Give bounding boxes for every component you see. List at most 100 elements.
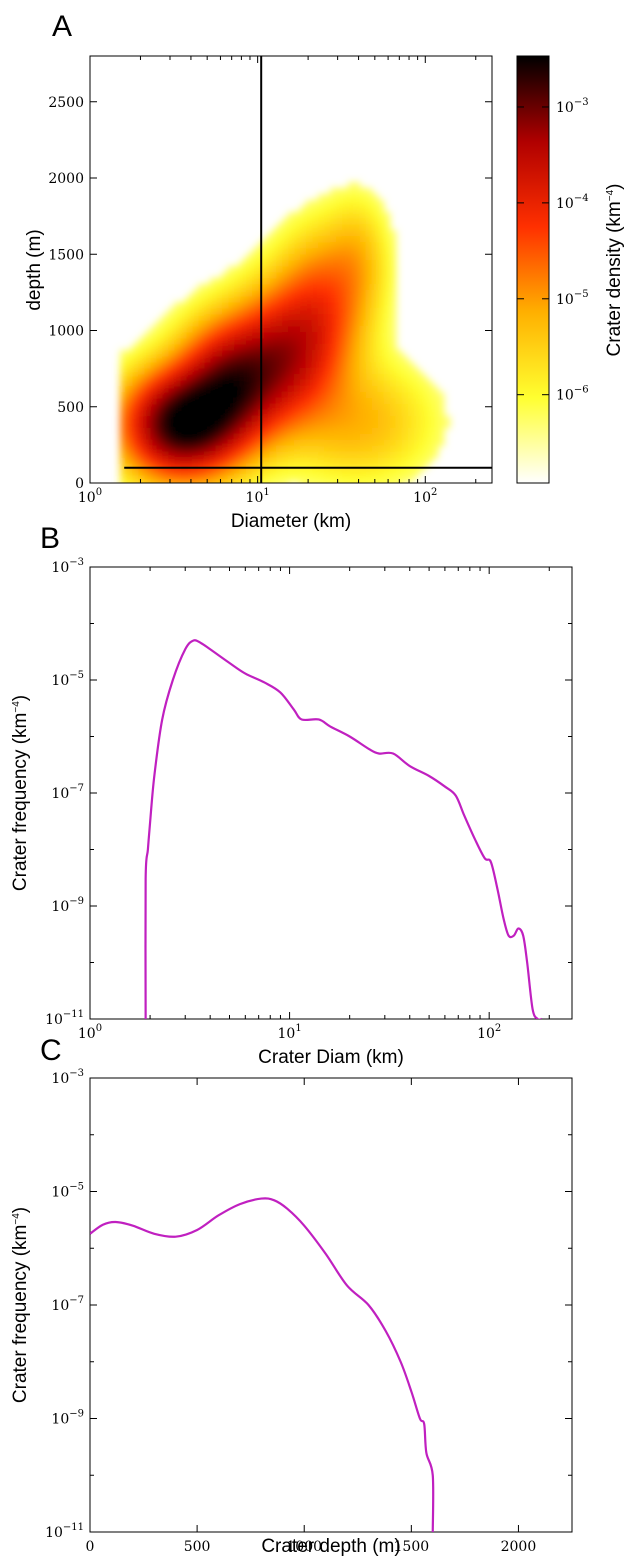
density-cell	[186, 374, 193, 381]
density-cell	[120, 458, 127, 465]
density-cell	[414, 434, 421, 441]
density-cell	[240, 302, 247, 309]
density-cell	[198, 284, 205, 291]
density-cell	[342, 470, 349, 477]
density-cell	[144, 428, 151, 435]
density-cell	[408, 452, 415, 459]
density-cell	[306, 344, 313, 351]
density-cell	[288, 440, 295, 447]
density-cell	[126, 452, 133, 459]
density-cell	[300, 380, 307, 387]
density-cell	[282, 290, 289, 297]
density-cell	[234, 404, 241, 411]
density-cell	[252, 248, 259, 255]
density-cell	[270, 368, 277, 375]
density-cell	[162, 362, 169, 369]
density-cell	[132, 458, 139, 465]
density-cell	[204, 386, 211, 393]
density-cell	[420, 386, 427, 393]
density-cell	[210, 326, 217, 333]
ticks-c: 10−310−510−710−910−110 500 1000 1500 2000	[45, 1068, 572, 1555]
density-cell	[252, 362, 259, 369]
density-cell	[378, 302, 385, 309]
density-cell	[306, 254, 313, 261]
density-cell	[264, 440, 271, 447]
density-cell	[342, 188, 349, 195]
density-cell	[234, 410, 241, 417]
density-cell	[252, 458, 259, 465]
density-cell	[162, 422, 169, 429]
density-cell	[348, 188, 355, 195]
density-cell	[414, 428, 421, 435]
density-cell	[366, 332, 373, 339]
density-cell	[252, 368, 259, 375]
density-cell	[378, 284, 385, 291]
density-cell	[372, 194, 379, 201]
density-cell	[132, 416, 139, 423]
density-cell	[390, 356, 397, 363]
density-cell	[390, 344, 397, 351]
density-cell	[432, 428, 439, 435]
density-cell	[294, 242, 301, 249]
density-cell	[228, 320, 235, 327]
density-cell	[162, 470, 169, 477]
density-cell	[312, 308, 319, 315]
density-cell	[276, 434, 283, 441]
density-cell	[264, 386, 271, 393]
density-cell	[270, 410, 277, 417]
density-cell	[210, 290, 217, 297]
density-cell	[222, 362, 229, 369]
density-cell	[150, 440, 157, 447]
density-cell	[276, 386, 283, 393]
density-cell	[372, 272, 379, 279]
density-cell	[180, 302, 187, 309]
density-cell	[366, 260, 373, 267]
density-cell	[216, 404, 223, 411]
density-cell	[366, 458, 373, 465]
x-axis-label-b: Crater Diam (km)	[258, 1047, 404, 1068]
density-cell	[198, 452, 205, 459]
x-axis-label-c: Crater depth (m)	[261, 1536, 400, 1557]
density-cell	[264, 422, 271, 429]
density-cell	[354, 368, 361, 375]
density-cell	[384, 404, 391, 411]
density-cell	[138, 428, 145, 435]
density-cell	[408, 398, 415, 405]
density-cell	[276, 416, 283, 423]
density-cell	[120, 446, 127, 453]
density-cell	[216, 290, 223, 297]
density-cell	[174, 392, 181, 399]
density-cell	[324, 212, 331, 219]
density-cell	[306, 392, 313, 399]
density-cell	[276, 452, 283, 459]
density-cell	[210, 284, 217, 291]
density-cell	[330, 314, 337, 321]
density-cell	[240, 356, 247, 363]
density-cell	[312, 290, 319, 297]
density-cell	[270, 230, 277, 237]
density-cell	[330, 470, 337, 477]
density-cell	[432, 434, 439, 441]
density-cell	[252, 374, 259, 381]
density-cell	[144, 440, 151, 447]
density-cell	[390, 230, 397, 237]
density-cell	[234, 428, 241, 435]
density-cell	[378, 224, 385, 231]
density-cell	[150, 458, 157, 465]
density-cell	[360, 260, 367, 267]
density-cell	[300, 458, 307, 465]
density-cell	[264, 404, 271, 411]
density-cell	[276, 314, 283, 321]
density-cell	[210, 398, 217, 405]
density-cell	[174, 416, 181, 423]
density-cell	[312, 272, 319, 279]
density-cell	[384, 356, 391, 363]
density-cell	[126, 404, 133, 411]
density-cell	[192, 374, 199, 381]
density-cell	[318, 416, 325, 423]
density-cell	[372, 302, 379, 309]
colorbar-tick-label: 10−5	[556, 289, 589, 308]
colorbar-label: Crater density (km−4)	[604, 184, 625, 357]
density-cell	[198, 362, 205, 369]
